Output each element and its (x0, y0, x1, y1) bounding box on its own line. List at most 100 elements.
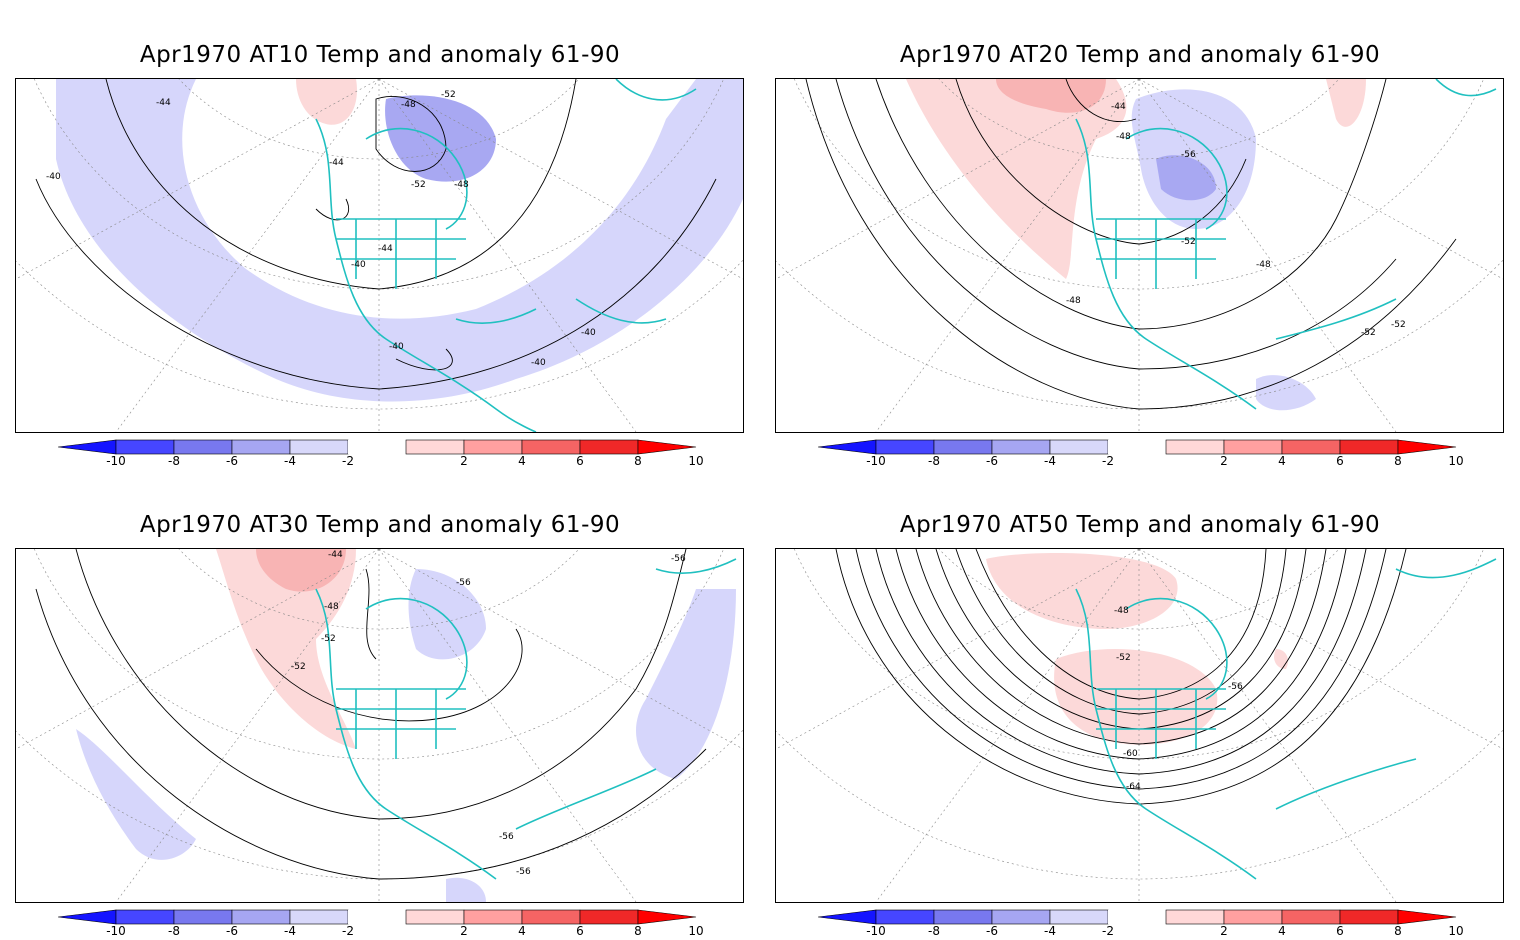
colorbar-segment (58, 439, 117, 455)
colorbar-segment (1223, 439, 1283, 455)
colorbar-segment (521, 439, 581, 455)
panel-at20: Apr1970 AT20 Temp and anomaly 61-90 (760, 0, 1504, 470)
colorbar-segment (521, 909, 581, 925)
colorbar-tick-label: 10 (1448, 454, 1464, 468)
colorbar-segment (637, 439, 697, 455)
graticule (16, 549, 743, 902)
panel-at50: Apr1970 AT50 Temp and anomaly 61-90 (760, 470, 1504, 940)
coastline (315, 558, 737, 880)
colorbar-segment (463, 909, 523, 925)
contour-label: -48 (1066, 296, 1081, 306)
colorbar-svg (58, 909, 697, 925)
colorbar-tick-label: -6 (986, 924, 998, 938)
colorbar-segment (1223, 909, 1283, 925)
colorbar-segment (115, 439, 175, 455)
colorbar-tick-label: -8 (168, 454, 180, 468)
colorbar-segment (231, 439, 291, 455)
colorbar-tick-label: 4 (518, 924, 526, 938)
panel-at30: Apr1970 AT30 Temp and anomaly 61-90 (0, 470, 744, 940)
colorbar-tick-label: 8 (634, 454, 642, 468)
contour-label: -48 (454, 180, 469, 190)
colorbar (818, 908, 1463, 930)
panel-title: Apr1970 AT10 Temp and anomaly 61-90 (139, 42, 621, 68)
contour-labels: -44 -48 -56 -52 -52 -56 -56 -56 (291, 550, 686, 877)
colorbar-segment (933, 909, 993, 925)
map-canvas: -44 -48 -56 -52 -52 -56 -56 -56 (16, 549, 743, 902)
colorbar-tick-label: 4 (1278, 924, 1286, 938)
map-frame[interactable]: -44 -48 -56 -52 -48 -48 -52 -52 (775, 78, 1504, 433)
contours (35, 79, 717, 390)
anomaly-positive-region (296, 79, 357, 125)
colorbar-tick-label: 6 (576, 454, 584, 468)
contour-label: -48 (401, 100, 416, 110)
contour-label: -52 (321, 634, 336, 644)
contour-label: -56 (456, 578, 471, 588)
contour-label: -56 (516, 867, 531, 877)
colorbar-tick-label: -10 (866, 924, 886, 938)
colorbar (818, 438, 1463, 460)
colorbar-segment (991, 439, 1051, 455)
contour-label: -52 (1181, 237, 1196, 247)
graticule (776, 79, 1503, 432)
colorbar-tick-label: -10 (106, 454, 126, 468)
contour-label: -52 (411, 180, 426, 190)
colorbar-segment (933, 439, 993, 455)
colorbar-tick-label: 10 (688, 454, 704, 468)
contour-label: -52 (1391, 320, 1406, 330)
colorbar-segment (818, 439, 877, 455)
colorbar-tick-label: -4 (284, 454, 296, 468)
map-frame[interactable]: -44 -48 -56 -52 -52 -56 -56 -56 (15, 548, 744, 903)
colorbar-segment (173, 909, 233, 925)
colorbar-segment (1108, 440, 1166, 454)
colorbar-segment (1281, 909, 1341, 925)
colorbar-tick-label: 10 (1448, 924, 1464, 938)
contour-label: -64 (1126, 782, 1141, 792)
colorbar-segment (1108, 910, 1166, 924)
colorbar-tick-label: -4 (284, 924, 296, 938)
anomaly-positive-region (986, 553, 1178, 629)
anomaly-positive-region (1054, 649, 1218, 745)
colorbar-tick-label: 6 (1336, 924, 1344, 938)
map-frame[interactable]: -44 -48 -52 -40 -44 -52 -48 -44 -40 -40 … (15, 78, 744, 433)
anomaly-negative-core (1156, 155, 1216, 201)
map-canvas: -48 -52 -56 -60 -64 (776, 549, 1503, 902)
colorbar-segment (1165, 909, 1225, 925)
colorbar-segment (579, 909, 639, 925)
contour-label: -60 (1123, 749, 1138, 759)
anomaly-negative-region (446, 877, 486, 902)
colorbar-segment (875, 439, 935, 455)
colorbar-segment (463, 439, 523, 455)
colorbar-segment (1397, 439, 1457, 455)
anomaly-negative-region (1256, 375, 1316, 411)
coastline (1075, 79, 1497, 410)
contour-label: -52 (441, 90, 456, 100)
colorbar-tick-label: -6 (226, 924, 238, 938)
colorbar-tick-label: -10 (106, 924, 126, 938)
anomaly-negative-region (56, 79, 743, 402)
anomaly-negative-region (76, 729, 196, 860)
contour-label: -56 (1181, 150, 1196, 160)
contour-label: -44 (329, 158, 344, 168)
coastline (1075, 558, 1497, 880)
colorbar-tick-label: 8 (1394, 924, 1402, 938)
colorbar-segment (875, 909, 935, 925)
map-frame[interactable]: -48 -52 -56 -60 -64 (775, 548, 1504, 903)
colorbar-segment (115, 909, 175, 925)
contours (35, 549, 707, 880)
colorbar-tick-label: -2 (342, 454, 354, 468)
contour-label: -40 (46, 172, 61, 182)
colorbar-segment (173, 439, 233, 455)
contour-label: -56 (1228, 682, 1243, 692)
colorbar-tick-label: -4 (1044, 924, 1056, 938)
colorbar-tick-label: -8 (168, 924, 180, 938)
contour-label: -48 (1256, 260, 1271, 270)
colorbar-segment (289, 909, 349, 925)
colorbar-segment (637, 909, 697, 925)
colorbar-tick-label: 8 (1394, 454, 1402, 468)
colorbar-segment (231, 909, 291, 925)
contour-label: -40 (351, 260, 366, 270)
anomaly-positive-region (1326, 79, 1366, 127)
contour-label: -48 (1116, 132, 1131, 142)
colorbar-segment (348, 440, 406, 454)
colorbar-tick-label: 6 (576, 924, 584, 938)
